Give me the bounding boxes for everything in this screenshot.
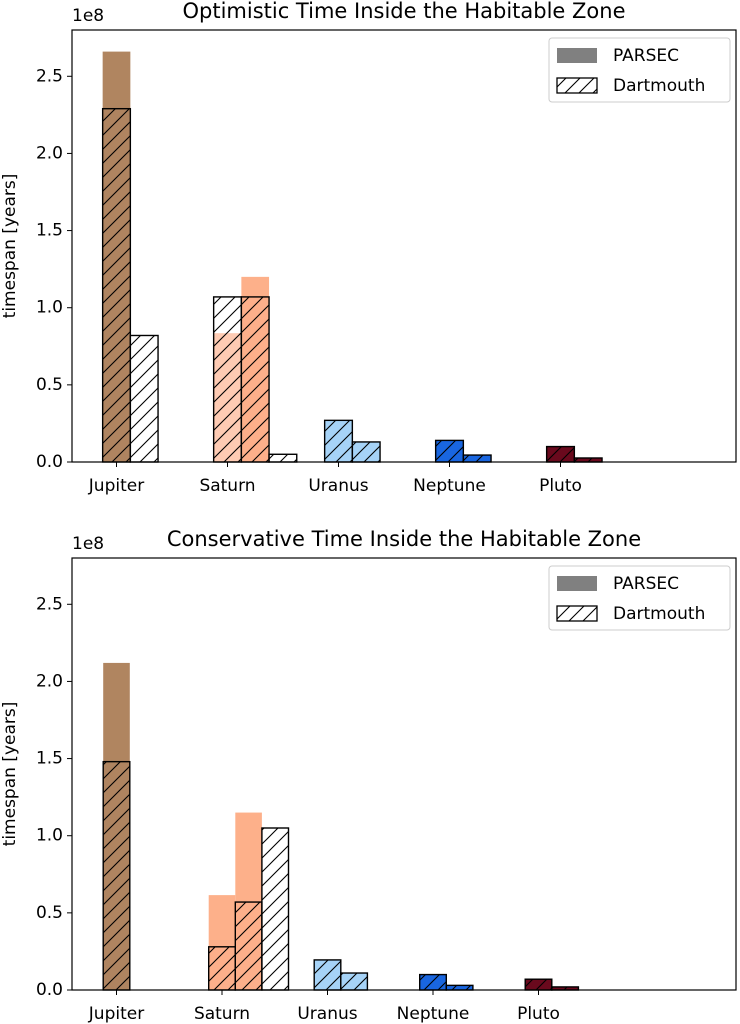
x-tick-label: Pluto: [539, 476, 582, 496]
bar-hatch: [352, 441, 381, 462]
x-tick-label: Pluto: [517, 1004, 560, 1024]
x-tick-label: Neptune: [397, 1004, 470, 1024]
y-tick-label: 1.5: [36, 749, 63, 769]
bar: [207, 946, 236, 991]
bar: [462, 454, 492, 463]
chart-title: Optimistic Time Inside the Habitable Zon…: [182, 0, 625, 23]
bar-hatch: [419, 974, 447, 990]
chart-title: Conservative Time Inside the Habitable Z…: [167, 527, 641, 551]
bar-hatch: [235, 902, 262, 990]
plot-frame: [71, 29, 737, 463]
legend-swatch: [557, 576, 597, 591]
y-tick-label: 0.5: [36, 375, 63, 395]
bar: [545, 445, 576, 463]
bar-hatch: [213, 296, 242, 462]
bar-hatch: [208, 946, 236, 990]
bar-hatch: [446, 985, 473, 990]
bar: [234, 901, 263, 991]
bar: [323, 419, 354, 463]
x-tick-label: Jupiter: [88, 1004, 144, 1024]
legend-label: PARSEC: [613, 46, 679, 66]
y-tick-label: 0.5: [36, 903, 63, 923]
plot-frame: [71, 557, 737, 991]
bar-hatch: [551, 986, 579, 990]
bar: [129, 334, 159, 463]
bar-hatch: [324, 420, 353, 462]
y-tick-label: 2.0: [36, 671, 63, 691]
y-tick-label: 2.0: [36, 143, 63, 163]
bar: [434, 439, 465, 463]
x-tick-label: Uranus: [308, 476, 368, 496]
bar: [268, 453, 298, 463]
bar: [102, 760, 131, 991]
x-tick-label: Uranus: [297, 1004, 357, 1024]
legend-label: Dartmouth: [613, 76, 705, 96]
bar-hatch: [261, 828, 289, 990]
y-tick-label: 2.5: [36, 594, 63, 614]
y-axis-label: timespan [years]: [0, 174, 20, 319]
bar-hatch: [340, 973, 368, 990]
bar-hatch: [103, 761, 130, 990]
bar: [101, 107, 132, 463]
bar-hatch: [102, 108, 131, 462]
bar-hatch: [314, 959, 341, 990]
y-tick-label: 2.5: [36, 66, 63, 86]
legend-swatch: [557, 48, 597, 63]
offset-label: 1e8: [72, 534, 104, 554]
bar: [212, 296, 243, 463]
bar-hatch: [130, 335, 159, 462]
bar: [573, 457, 603, 463]
bar-hatch: [525, 979, 552, 990]
bar: [240, 296, 270, 463]
bar-hatch: [241, 296, 270, 462]
legend-label: PARSEC: [613, 574, 679, 594]
bar: [524, 978, 553, 991]
y-tick-label: 0.0: [36, 980, 63, 1000]
y-tick-label: 1.0: [36, 298, 63, 318]
bar: [340, 972, 369, 991]
y-tick-label: 0.0: [36, 452, 63, 472]
y-tick-label: 1.5: [36, 221, 63, 241]
bar: [419, 973, 448, 991]
bar: [313, 959, 342, 991]
offset-label: 1e8: [72, 6, 104, 26]
bar: [445, 984, 474, 991]
bar-hatch: [463, 455, 492, 462]
x-tick-label: Jupiter: [88, 476, 144, 496]
x-tick-label: Saturn: [199, 476, 255, 496]
bar-hatch: [435, 440, 464, 462]
y-axis-label: timespan [years]: [0, 702, 20, 847]
x-tick-label: Neptune: [413, 476, 486, 496]
bar: [351, 441, 381, 463]
bar: [261, 827, 290, 991]
legend-hatch: [557, 606, 597, 621]
y-tick-label: 1.0: [36, 826, 63, 846]
bar-hatch: [546, 446, 575, 462]
legend-hatch: [557, 78, 597, 93]
bar-hatch: [574, 457, 603, 462]
legend-label: Dartmouth: [613, 604, 705, 624]
bar-hatch: [269, 454, 297, 462]
x-tick-label: Saturn: [194, 1004, 250, 1024]
